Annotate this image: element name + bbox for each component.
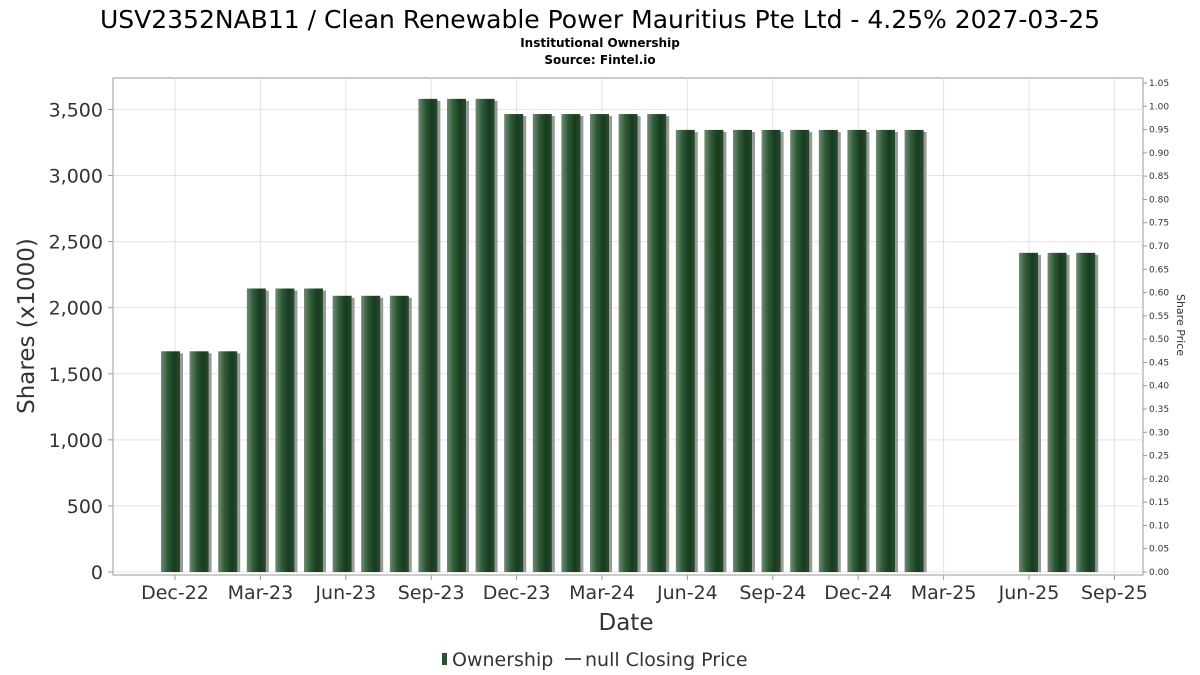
ownership-bar [475, 98, 495, 572]
legend-ownership-label: Ownership [452, 649, 553, 671]
ownership-bar [647, 114, 667, 572]
y-axis-label: Shares (x1000) [14, 238, 40, 414]
ownership-bar [361, 295, 381, 572]
legend: Ownership null Closing Price [442, 649, 748, 671]
y-right-tick-label: 0.15 [1149, 498, 1169, 508]
y-right-tick-label: 0.40 [1149, 382, 1169, 392]
ownership-bar [704, 129, 724, 572]
ownership-bar [304, 288, 323, 572]
x-tick-label: Dec-22 [141, 582, 209, 604]
x-tick-label: Sep-24 [739, 582, 806, 604]
ownership-bar [218, 351, 238, 572]
ownership-bar [161, 351, 180, 572]
x-tick-label: Dec-24 [824, 582, 892, 604]
y-right-tick-label: 0.85 [1149, 172, 1169, 182]
x-tick-label: Mar-23 [228, 582, 294, 604]
x-axis-label: Date [599, 610, 654, 636]
y-right-tick-label: 0.05 [1149, 545, 1169, 555]
y-right-tick-label: 0.30 [1149, 428, 1169, 438]
y-tick-label: 2,000 [49, 298, 103, 320]
ownership-bar [847, 129, 867, 572]
y-right-tick-label: 0.65 [1149, 265, 1169, 275]
ownership-bar [904, 129, 924, 572]
y-tick-label: 500 [67, 496, 103, 518]
y-right-tick-label: 0.50 [1149, 335, 1169, 345]
ownership-bar [1019, 252, 1038, 573]
left-axis-ticks: 0 500 1,000 1,500 2,000 2,500 3,000 3,500 [49, 99, 113, 584]
ownership-bar [275, 288, 295, 572]
x-axis-ticks: Dec-22 Mar-23 Jun-23 Sep-23 Dec-23 Mar-24 Jun-… [141, 575, 1148, 604]
ownership-bar [447, 98, 466, 572]
y-right-tick-label: 1.00 [1149, 102, 1169, 112]
x-tick-label: Dec-23 [483, 582, 551, 604]
y-right-tick-label: 0.35 [1149, 405, 1169, 415]
y-right-tick-label: 1.05 [1149, 79, 1169, 89]
ownership-bar [876, 129, 895, 572]
ownership-bar [590, 114, 609, 572]
y-right-tick-label: 0.55 [1149, 312, 1169, 322]
ownership-bar [618, 114, 638, 572]
y-right-tick-label: 0.95 [1149, 126, 1169, 136]
ownership-bar [532, 114, 552, 572]
ownership-bar [504, 114, 524, 572]
ownership-bar [1047, 252, 1067, 573]
chart-subtitle: Institutional Ownership [520, 36, 680, 50]
bars [161, 98, 1096, 573]
y-tick-label: 3,000 [49, 166, 103, 188]
ownership-bar [675, 129, 695, 572]
y-right-tick-label: 0.60 [1149, 289, 1169, 299]
legend-price-label: null Closing Price [585, 649, 748, 671]
y-right-tick-label: 0.20 [1149, 475, 1169, 485]
y-right-tick-label: 0.75 [1149, 219, 1169, 229]
x-tick-label: Mar-25 [911, 582, 977, 604]
x-tick-label: Jun-25 [998, 582, 1060, 604]
y-right-axis-label: Share Price [1174, 294, 1187, 356]
y-right-tick-label: 0.70 [1149, 242, 1169, 252]
y-tick-label: 2,500 [49, 232, 103, 254]
right-axis-ticks: 0.00 0.05 0.10 0.15 0.20 0.25 0.30 0.35 0.40 0.45… [1143, 79, 1169, 578]
y-tick-label: 1,000 [49, 430, 103, 452]
ownership-bar [246, 288, 266, 572]
y-right-tick-label: 0.80 [1149, 195, 1169, 205]
ownership-bar [418, 98, 438, 572]
x-tick-label: Jun-23 [314, 582, 376, 604]
y-right-tick-label: 0.45 [1149, 358, 1169, 368]
ownership-bar [790, 129, 810, 572]
x-tick-label: Sep-23 [398, 582, 465, 604]
chart-source: Source: Fintel.io [544, 53, 655, 67]
ownership-bar [389, 295, 409, 572]
ownership-bar [818, 129, 838, 572]
y-right-tick-label: 0.25 [1149, 452, 1169, 462]
y-right-tick-label: 0.10 [1149, 521, 1169, 531]
x-tick-label: Sep-25 [1081, 582, 1148, 604]
ownership-bar [189, 351, 209, 572]
x-tick-label: Jun-24 [656, 582, 718, 604]
ownership-bar [332, 295, 352, 572]
y-tick-label: 3,500 [49, 99, 103, 121]
x-tick-label: Mar-24 [569, 582, 635, 604]
y-tick-label: 1,500 [49, 364, 103, 386]
chart-title: USV2352NAB11 / Clean Renewable Power Mau… [100, 5, 1100, 34]
ownership-bar [561, 114, 581, 572]
y-tick-label: 0 [91, 562, 103, 584]
ownership-bar [761, 129, 781, 572]
y-right-tick-label: 0.90 [1149, 149, 1169, 159]
ownership-bar [1076, 252, 1096, 573]
ownership-bar [733, 129, 752, 572]
legend-ownership-swatch [442, 653, 447, 665]
y-right-tick-label: 0.00 [1149, 568, 1169, 578]
